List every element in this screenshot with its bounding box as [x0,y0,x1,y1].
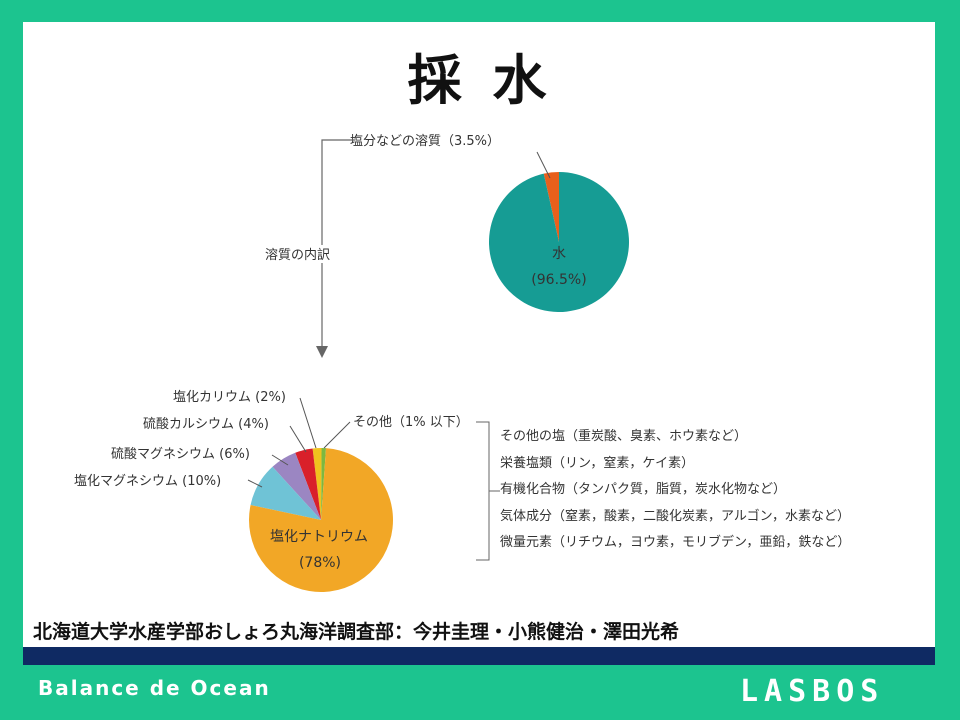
others-item: 栄養塩類（リン，窒素，ケイ素） [500,455,694,471]
arrow-label: 溶質の内訳 [265,247,330,263]
credit-line: 北海道大学水産学部おしょろ丸海洋調査部：今井圭理・小熊健治・澤田光希 [33,621,680,643]
bottom-pie [248,448,393,592]
footer-divider [23,647,935,665]
pie-slice-nacl [248,448,393,592]
others-item: 微量元素（リチウム，ヨウ素，モリブデン，亜鉛，鉄など） [500,534,850,550]
breakdown-arrow-head [316,346,328,358]
others-bracket [476,421,490,561]
mgcl-label: 塩化マグネシウム (10%) [74,474,221,489]
slide-title: 採 水 [407,49,553,112]
footer-tagline: Balance de Ocean [38,676,271,700]
other-leader [323,421,351,449]
solute-leader-line [536,151,551,179]
breakdown-arrow-line [321,139,355,352]
top-pie [488,172,629,312]
mgso4-leader [271,454,289,466]
caso4-leader [289,425,307,453]
caso4-label: 硫酸カルシウム (4%) [143,417,269,432]
pie-slice-mgcl [250,466,321,520]
others-item: 有機化合物（タンパク質，脂質，炭水化物など） [500,482,786,497]
others-item: その他の塩（重炭酸、臭素、ホウ素など） [500,428,747,444]
content-card [23,22,935,647]
others-item: 気体成分（窒素，酸素，二酸化炭素，アルゴン，水素など） [500,508,850,524]
arrow-label-bg [262,245,324,263]
water-pct: (96.5%) [531,272,586,288]
pie-slice-other [321,448,327,520]
kcl-label: 塩化カリウム (2%) [173,390,286,405]
other-label: その他（1% 以下） [353,415,469,430]
solute-label: 塩分などの溶質（3.5%） [350,134,500,149]
pie-slice-caso4 [295,448,321,520]
pie-slice-water [488,172,629,312]
nacl-label: 塩化ナトリウム [270,529,368,545]
nacl-pct: (78%) [299,555,341,571]
lasbos-logo: LASBOS [740,674,885,709]
mgso4-label: 硫酸マグネシウム (6%) [111,447,250,462]
pie-slice-solute [543,172,559,242]
pie-slice-mgso4 [272,452,321,520]
kcl-leader [299,397,317,449]
water-label: 水 [552,246,566,262]
pie-slice-kcl [312,448,322,520]
mgcl-leader [247,479,263,488]
